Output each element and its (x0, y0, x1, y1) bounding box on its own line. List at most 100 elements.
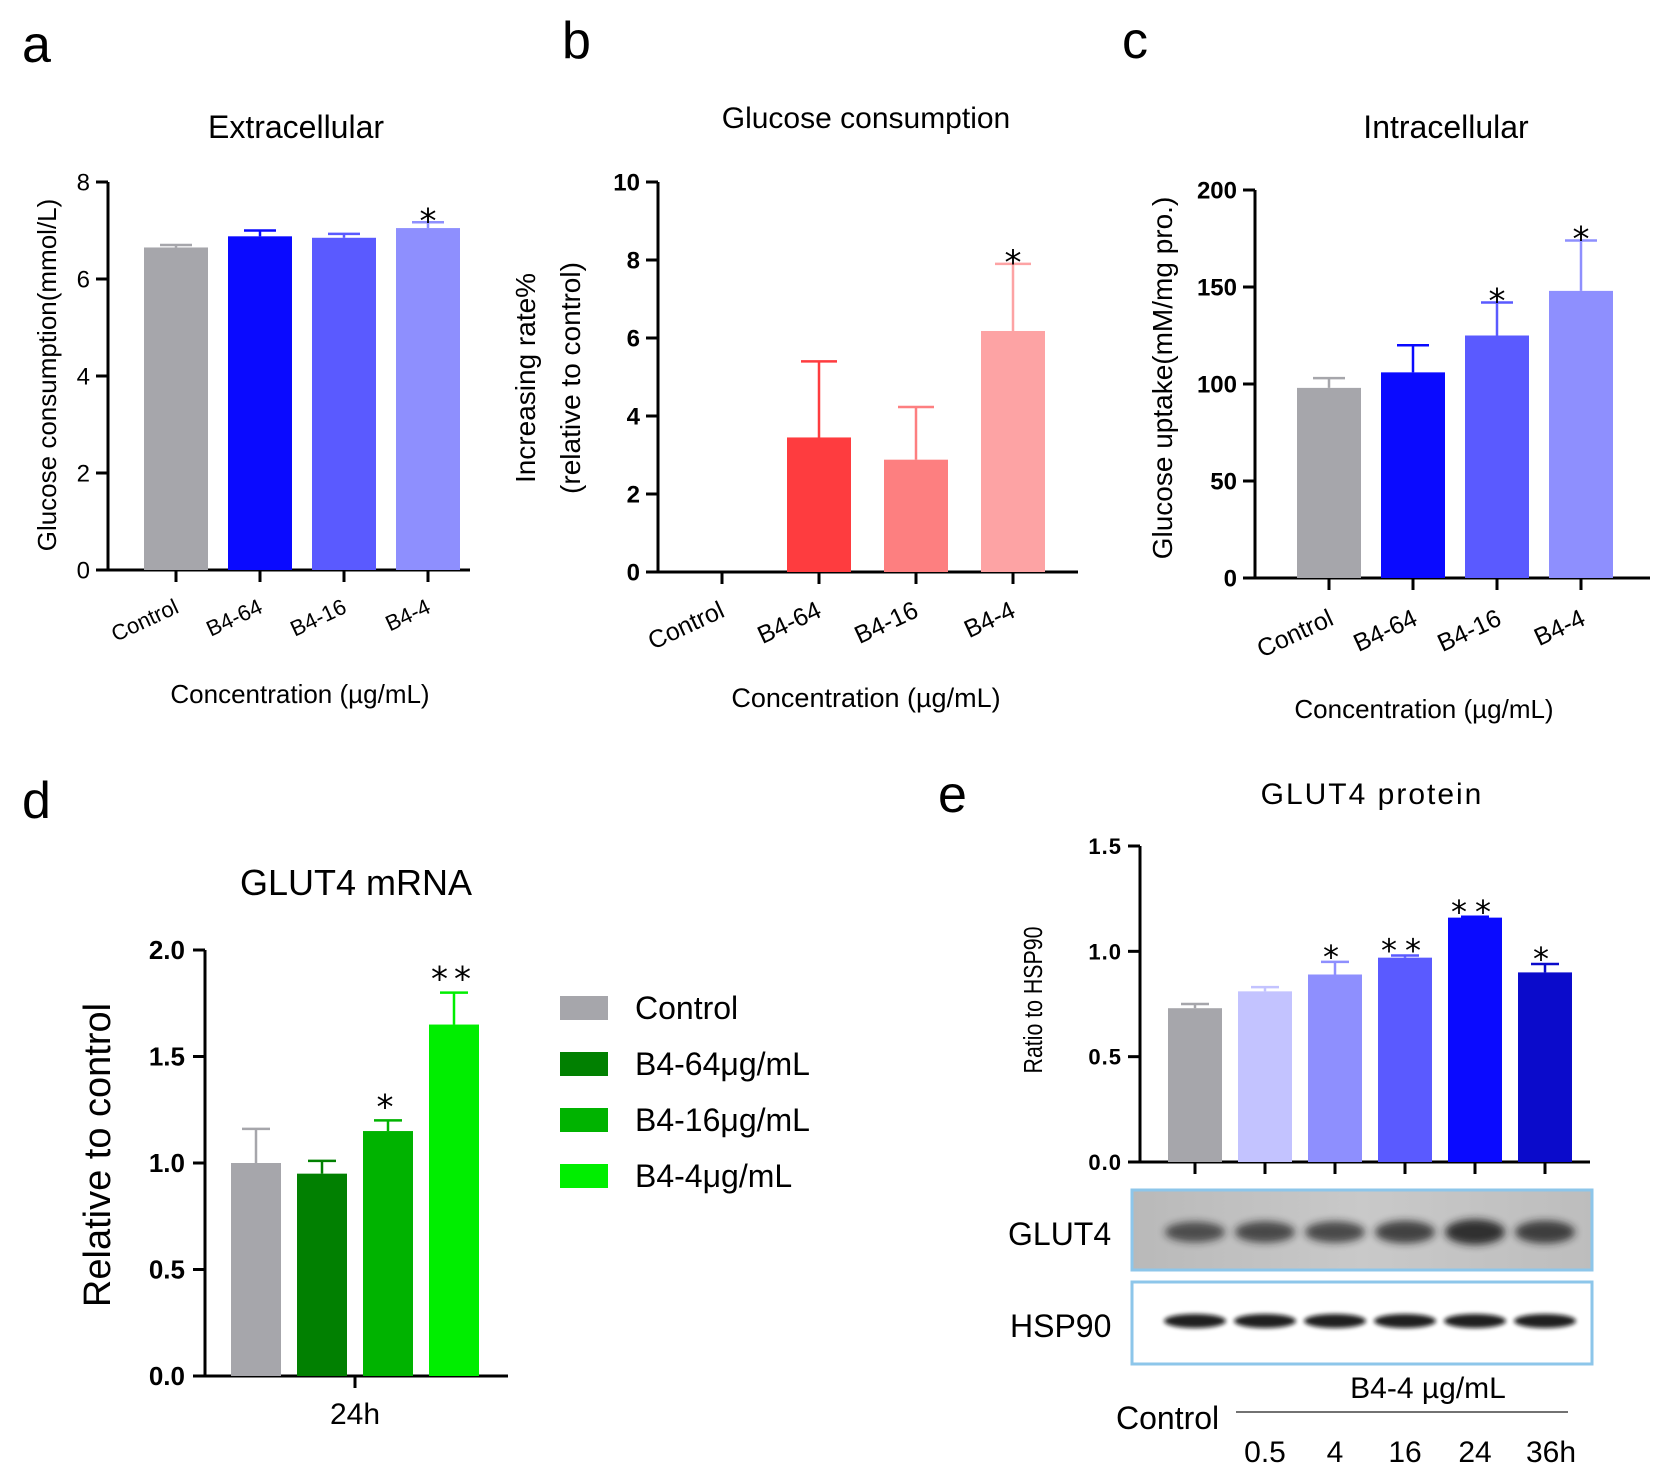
glut4-band (1305, 1221, 1365, 1243)
y-tick-label: 2 (627, 482, 640, 509)
bar-b4-16 (884, 459, 948, 572)
panel-letter-c: c (1122, 12, 1148, 70)
y-tick-label: 1.0 (1088, 939, 1122, 964)
control-lane-label: Control (1116, 1400, 1219, 1436)
y-tick-label: 6 (627, 326, 640, 353)
y-tick-label: 1.0 (149, 1148, 185, 1178)
panel-b-chart: b Glucose consumption Concentration (µg/… (510, 12, 1078, 713)
x-axis-label: Concentration (µg/mL) (170, 679, 429, 709)
legend-label: B4-4μg/mL (635, 1158, 792, 1194)
x-tick-label: B4-64 (1349, 604, 1421, 658)
x-tick-label: B4-4 (1530, 604, 1590, 652)
hsp90-band (1514, 1314, 1576, 1328)
x-tick-label: B4-64 (753, 596, 825, 650)
bar-control (1297, 387, 1361, 578)
hsp90-band (1234, 1314, 1296, 1328)
bar-lane-2 (1308, 974, 1362, 1162)
bar-b4-64 (787, 437, 851, 572)
y-tick-label: 0 (77, 558, 90, 585)
significance-marker: ** (1381, 932, 1429, 970)
bar-b4-4 (981, 330, 1045, 572)
bar-b4-4 (396, 228, 460, 570)
panel-d-chart: d GLUT4 mRNA Relative to control 0.0 0.5 1… (22, 772, 810, 1431)
x-tick-label: B4-64 (202, 594, 266, 641)
bar-lane-1 (1238, 991, 1292, 1162)
x-tick-label: 24h (330, 1398, 380, 1431)
bar-b4-64 (228, 236, 292, 570)
panel-letter-a: a (22, 16, 51, 74)
bar-lane-5 (1518, 972, 1572, 1162)
y-tick-label: 100 (1197, 372, 1237, 399)
lane-label: 4 (1327, 1436, 1344, 1469)
bar-series-0 (231, 1163, 281, 1376)
x-axis-label: Concentration (µg/mL) (731, 683, 1000, 713)
treatment-label: B4-4 µg/mL (1350, 1372, 1506, 1405)
y-tick-label: 8 (627, 248, 640, 275)
y-tick-label: 50 (1210, 469, 1237, 496)
y-axis-label-line2: (relative to control) (555, 262, 586, 494)
significance-marker: * (1489, 282, 1506, 322)
y-tick-label: 200 (1197, 178, 1237, 205)
blot-label-hsp90: HSP90 (1010, 1308, 1111, 1344)
legend-label: B4-16μg/mL (635, 1102, 810, 1138)
hsp90-band (1164, 1314, 1226, 1328)
chart-title: Extracellular (208, 109, 384, 145)
chart-title: Intracellular (1363, 109, 1529, 145)
bar-lane-4 (1448, 917, 1502, 1162)
lane-label: 24 (1458, 1436, 1491, 1469)
x-tick-label: B4-4 (381, 594, 434, 636)
glut4-band (1445, 1219, 1505, 1245)
x-tick-label: B4-4 (960, 596, 1020, 644)
significance-marker: * (1323, 938, 1347, 976)
y-axis-label: Glucose uptake(mM/mg pro.) (1147, 197, 1178, 560)
hsp90-band (1374, 1314, 1436, 1328)
significance-marker: * (1533, 940, 1557, 978)
y-tick-label: 150 (1197, 275, 1237, 302)
y-axis-label-line1: Increasing rate% (510, 273, 541, 483)
y-axis-label: Glucose consumption(mmol/L) (32, 199, 62, 552)
y-tick-label: 0.0 (149, 1361, 185, 1391)
y-tick-label: 10 (613, 170, 640, 197)
glut4-band (1165, 1221, 1225, 1243)
panel-a-chart: a Extracellular Concentration (µg/mL) Gl… (22, 16, 470, 709)
glut4-band (1235, 1221, 1295, 1243)
bar-series-3 (429, 1024, 479, 1376)
y-tick-label: 4 (627, 404, 641, 431)
bar-control (144, 247, 208, 570)
legend-swatch (560, 1108, 608, 1132)
lane-label: 36h (1526, 1436, 1576, 1469)
y-tick-label: 0.5 (149, 1255, 185, 1285)
chart-title: GLUT4 protein (1261, 778, 1484, 811)
panel-letter-d: d (22, 772, 51, 830)
y-tick-label: 0 (627, 560, 640, 587)
legend-swatch (560, 996, 608, 1020)
x-tick-label: B4-16 (1433, 604, 1505, 658)
y-tick-label: 0.0 (1088, 1150, 1122, 1175)
bar-lane-3 (1378, 957, 1432, 1162)
y-tick-label: 8 (77, 170, 90, 197)
y-tick-label: 1.5 (1088, 834, 1122, 859)
significance-marker: * (420, 201, 437, 241)
x-tick-label: B4-16 (286, 594, 350, 641)
x-tick-label: Control (107, 594, 182, 647)
y-tick-label: 2 (77, 461, 90, 488)
significance-marker: * (1573, 219, 1590, 259)
y-tick-label: 0.5 (1088, 1045, 1122, 1070)
y-tick-label: 4 (77, 364, 90, 391)
bar-series-2 (363, 1131, 413, 1376)
panel-letter-b: b (562, 12, 591, 70)
hsp90-band (1444, 1314, 1506, 1328)
chart-title: Glucose consumption (722, 102, 1011, 135)
glut4-band (1375, 1220, 1435, 1244)
bar-b4-16 (1465, 335, 1529, 578)
panel-letter-e: e (938, 766, 967, 824)
significance-marker: * (1005, 243, 1022, 283)
hsp90-band (1304, 1314, 1366, 1328)
x-tick-label: Control (1253, 604, 1338, 663)
x-tick-label: Control (644, 596, 729, 655)
legend-swatch (560, 1164, 608, 1188)
panel-e-chart: e GLUT4 protein Ratio to HSP90 GLUT4 HSP… (938, 766, 1594, 1469)
x-tick-label: B4-16 (850, 596, 922, 650)
y-tick-label: 2.0 (149, 935, 185, 965)
